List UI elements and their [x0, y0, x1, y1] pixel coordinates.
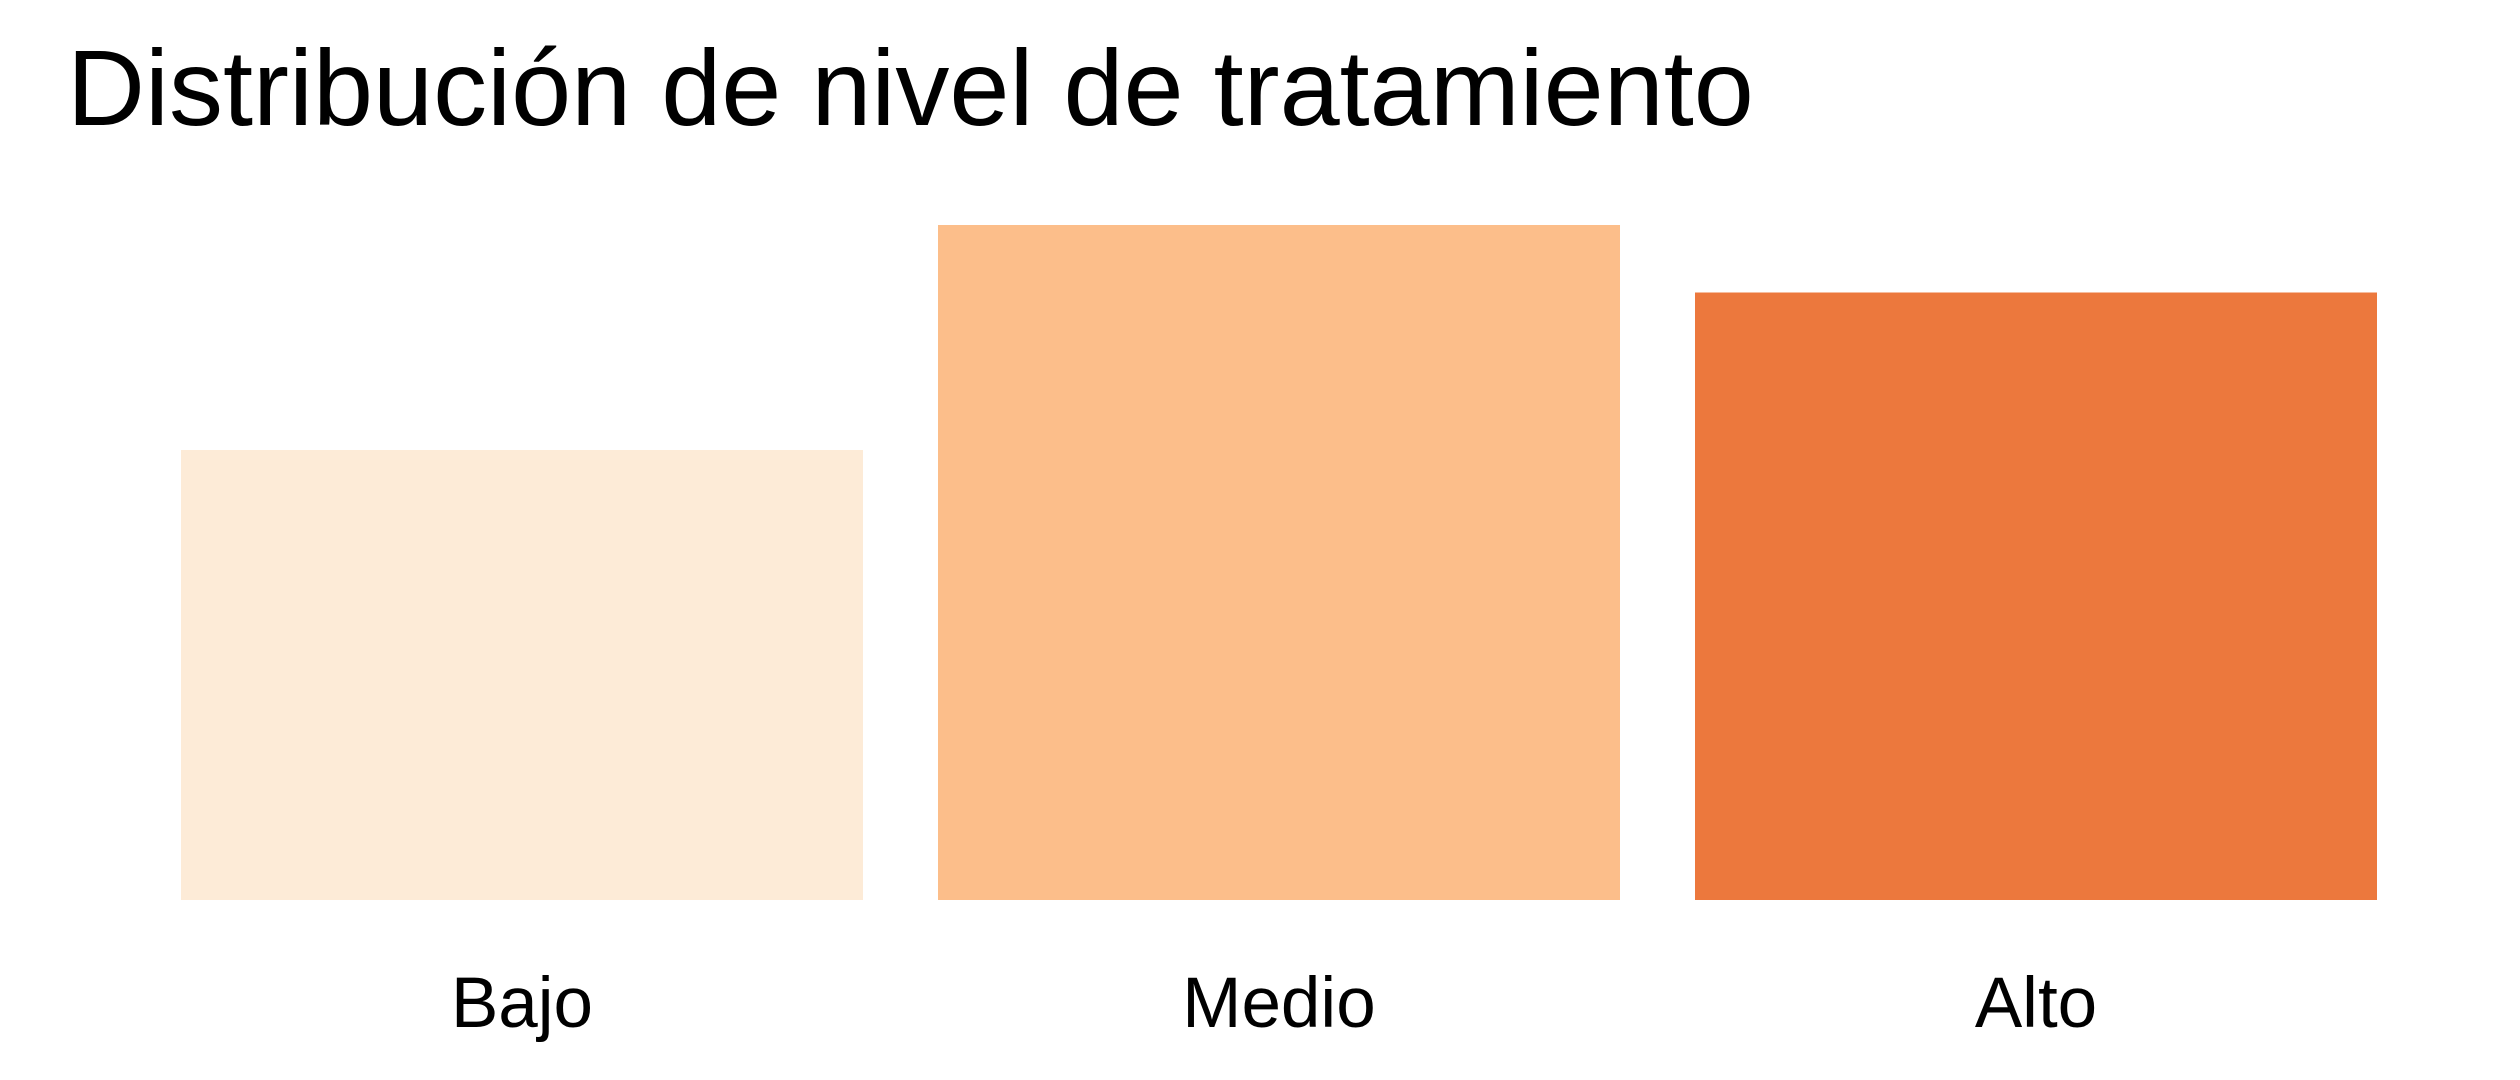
- bar-bajo: [181, 450, 863, 900]
- plot-area: Bajo Medio Alto: [181, 225, 2377, 1043]
- chart-title: Distribución de nivel de tratamiento: [67, 27, 1754, 148]
- x-tick-label-medio: Medio: [1182, 964, 1375, 1043]
- bar-alto: [1695, 292, 2377, 900]
- bar-medio: [938, 225, 1620, 900]
- x-tick-label-alto: Alto: [1975, 964, 2097, 1043]
- x-tick-label-bajo: Bajo: [451, 964, 593, 1043]
